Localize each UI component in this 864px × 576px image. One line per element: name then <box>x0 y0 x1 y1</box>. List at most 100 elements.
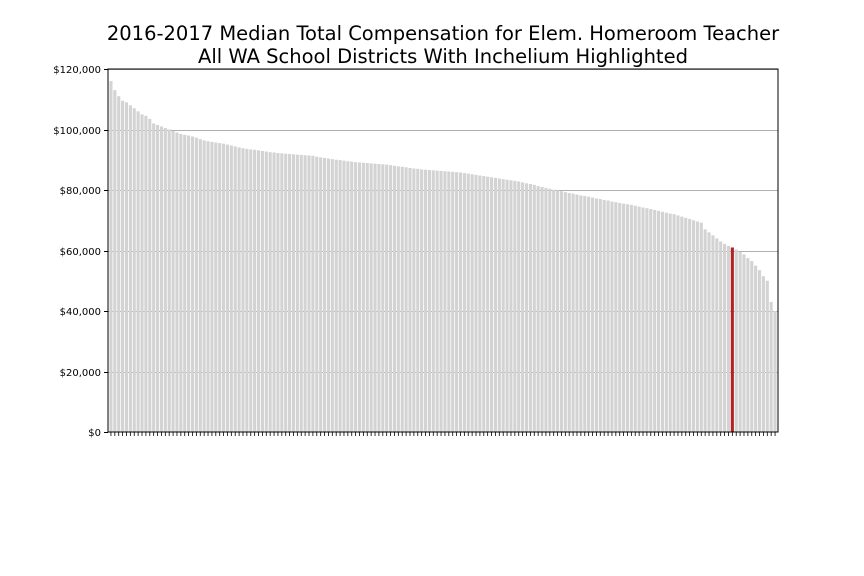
bar <box>649 209 653 432</box>
bar <box>404 167 408 432</box>
bar <box>175 132 179 432</box>
bar <box>420 169 424 432</box>
bar <box>256 150 261 432</box>
bar <box>315 156 319 433</box>
bar <box>322 157 327 432</box>
bar <box>416 168 420 432</box>
bar <box>222 143 226 432</box>
bar <box>412 168 416 432</box>
bar <box>587 196 591 432</box>
y-axis: $0 $20,000 $40,000 $60,000 $80,000 $100,000 $1… <box>53 65 108 439</box>
bar <box>431 170 435 432</box>
bar <box>629 204 633 432</box>
bar <box>326 158 330 433</box>
bar <box>148 118 152 432</box>
bar <box>385 164 389 432</box>
bar <box>159 126 163 432</box>
bar <box>742 254 746 432</box>
bar <box>691 220 696 432</box>
bar <box>152 123 156 432</box>
bar <box>583 196 587 432</box>
bar <box>501 179 505 432</box>
bar <box>676 215 680 432</box>
bar <box>521 182 525 432</box>
bar <box>757 270 762 432</box>
bar <box>594 198 598 432</box>
bar <box>637 206 641 432</box>
bar <box>552 189 556 432</box>
bar <box>723 243 727 432</box>
bar <box>567 193 571 432</box>
bar <box>117 96 121 432</box>
bar <box>338 160 342 433</box>
bar <box>447 171 451 433</box>
bar <box>163 127 167 433</box>
bar <box>194 137 198 433</box>
bar <box>233 146 237 432</box>
bar <box>342 160 346 432</box>
bar <box>645 208 649 432</box>
bar <box>478 175 482 433</box>
bar <box>505 179 509 432</box>
bar <box>280 153 284 432</box>
bar <box>113 90 117 433</box>
bar <box>136 111 140 432</box>
bar <box>598 199 602 432</box>
bar <box>365 163 369 432</box>
bar <box>559 191 564 432</box>
bar <box>668 213 672 432</box>
bar <box>307 155 311 432</box>
bar <box>253 149 257 432</box>
bar <box>179 134 183 433</box>
bar <box>389 165 393 432</box>
bar <box>245 148 249 433</box>
bar <box>761 276 765 432</box>
bar <box>536 186 540 432</box>
y-tick-label: $80,000 <box>60 186 101 197</box>
bar <box>439 170 443 432</box>
bar <box>361 162 365 432</box>
bar <box>190 136 195 432</box>
bar <box>528 183 532 432</box>
chart-title: 2016-2017 Median Total Compensation for … <box>106 22 780 45</box>
bar <box>350 161 354 432</box>
bar <box>769 301 773 432</box>
bar <box>291 154 296 432</box>
bar <box>765 280 769 432</box>
bar <box>633 205 637 432</box>
x-axis <box>110 432 776 436</box>
bar <box>672 214 676 432</box>
bar <box>288 154 292 432</box>
bar <box>124 102 129 433</box>
bar <box>319 157 323 432</box>
bar <box>707 232 711 432</box>
bar <box>458 172 463 432</box>
bar <box>497 178 501 432</box>
y-tick-label: $0 <box>88 428 101 439</box>
bar <box>575 194 579 432</box>
bar <box>121 100 125 432</box>
bar <box>625 204 630 432</box>
bar <box>509 180 513 432</box>
bar <box>548 188 552 432</box>
bar <box>556 190 560 432</box>
bar <box>435 170 439 432</box>
bar <box>299 154 303 432</box>
bar <box>330 159 334 432</box>
bar <box>396 166 400 432</box>
bar <box>695 221 699 432</box>
bar <box>284 153 288 432</box>
bar <box>653 209 657 432</box>
bar <box>699 222 703 432</box>
bar <box>622 203 626 432</box>
bar <box>225 144 230 433</box>
bar <box>660 211 664 432</box>
bar <box>602 199 606 432</box>
bar <box>202 140 206 432</box>
plot-frame <box>107 68 779 433</box>
bar <box>715 238 719 432</box>
bar <box>408 167 412 433</box>
bar <box>571 193 575 432</box>
bar <box>738 252 742 432</box>
bar <box>517 181 521 432</box>
